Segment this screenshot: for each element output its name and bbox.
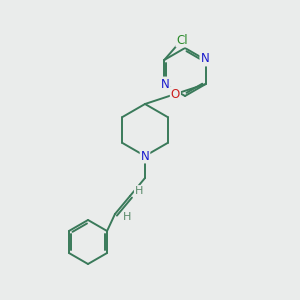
Text: O: O bbox=[171, 88, 180, 100]
Text: H: H bbox=[135, 186, 143, 196]
Text: N: N bbox=[141, 149, 149, 163]
Text: Cl: Cl bbox=[176, 34, 188, 46]
Text: H: H bbox=[123, 212, 131, 222]
Text: N: N bbox=[161, 77, 170, 91]
Text: N: N bbox=[200, 52, 209, 65]
